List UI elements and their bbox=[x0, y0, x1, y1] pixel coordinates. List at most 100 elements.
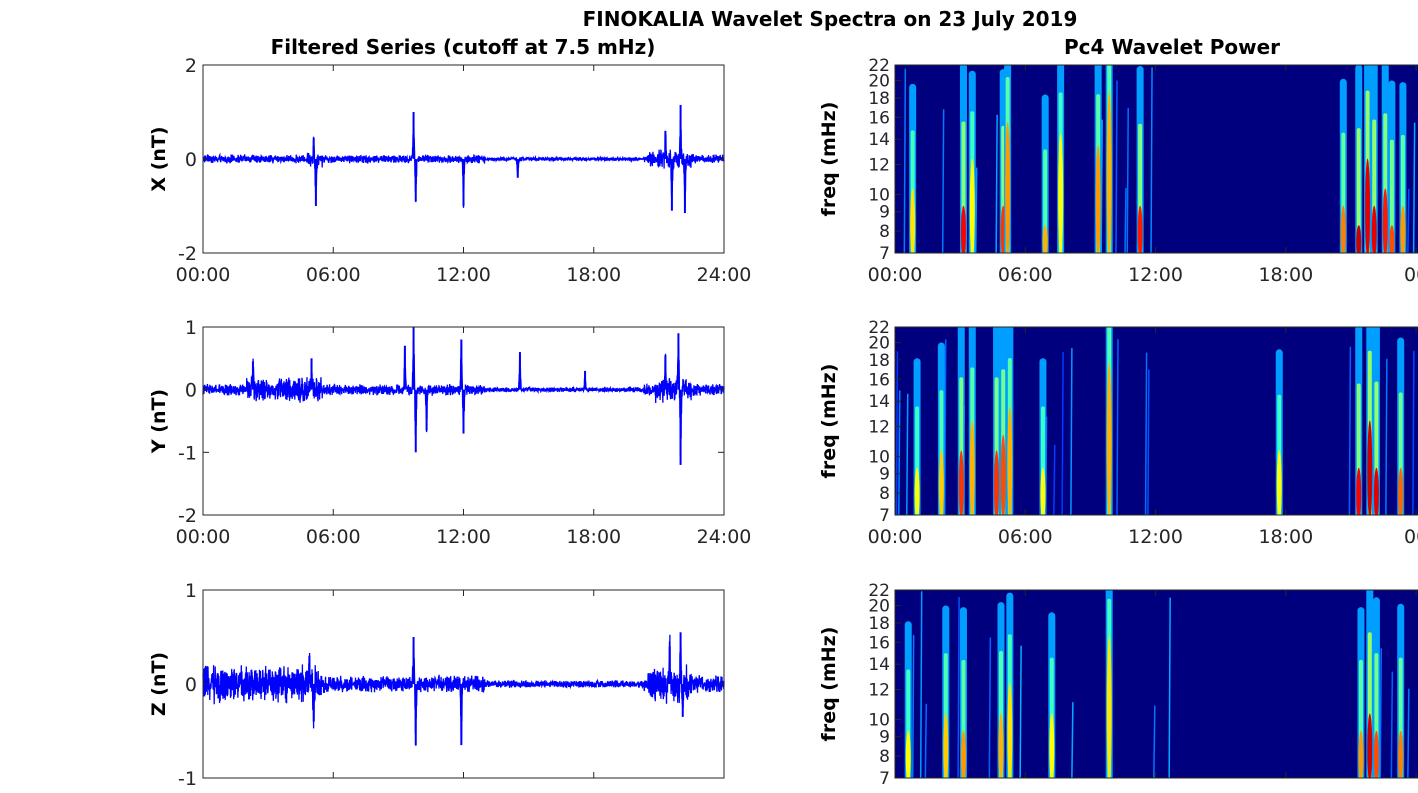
ytick-label: -1 bbox=[178, 768, 197, 788]
ytick-label: 12 bbox=[868, 681, 890, 701]
heatmap-body bbox=[895, 65, 1418, 253]
power-streak bbox=[1053, 444, 1056, 515]
xtick-label: 06:00 bbox=[306, 526, 361, 548]
axes-frame bbox=[894, 64, 1418, 254]
ytick-label: 0 bbox=[185, 380, 197, 402]
ytick-label: 16 bbox=[868, 108, 890, 128]
power-streak bbox=[1412, 350, 1415, 515]
ytick-label: 14 bbox=[868, 130, 890, 150]
burst-core-9 bbox=[1276, 450, 1282, 515]
power-streak bbox=[1116, 339, 1119, 515]
right-column-title: Pc4 Wavelet Power bbox=[1064, 35, 1280, 59]
y-axis-label: Y (nT) bbox=[148, 389, 170, 454]
power-streak bbox=[1150, 67, 1153, 253]
power-streak bbox=[1115, 80, 1118, 253]
power-streak bbox=[1124, 187, 1127, 253]
burst-core-4 bbox=[1005, 121, 1011, 253]
burst-core-6 bbox=[1106, 636, 1112, 778]
burst-core-10 bbox=[1356, 467, 1362, 515]
burst-core-7 bbox=[1040, 467, 1046, 515]
xtick-label: 06:00 bbox=[998, 526, 1053, 548]
heatmap-body bbox=[895, 590, 1418, 778]
burst-core-1 bbox=[960, 205, 966, 253]
burst-core-7 bbox=[1358, 730, 1364, 778]
power-streak bbox=[957, 596, 960, 778]
ytick-label: 7 bbox=[879, 244, 890, 264]
ytick-label: 22 bbox=[868, 56, 890, 76]
power-streak bbox=[1412, 122, 1416, 253]
ytick-label: 20 bbox=[868, 334, 890, 354]
heatmap-body bbox=[895, 327, 1418, 515]
burst-core-13 bbox=[1371, 205, 1377, 253]
ytick-label: 14 bbox=[868, 655, 890, 675]
power-streak bbox=[1390, 671, 1394, 778]
burst-core-2 bbox=[969, 158, 975, 253]
power-streak bbox=[1379, 648, 1382, 778]
y-axis-label: X (nT) bbox=[148, 126, 170, 191]
ytick-label: 18 bbox=[868, 351, 890, 371]
ytick-label: 1 bbox=[185, 580, 197, 602]
xtick-label: 06:00 bbox=[306, 264, 361, 286]
ytick-label: 12 bbox=[868, 418, 890, 438]
burst-core-5 bbox=[1042, 225, 1048, 253]
xtick-label: 18:00 bbox=[566, 264, 621, 286]
axes-frame bbox=[894, 326, 1418, 516]
ytick-label: 9 bbox=[879, 465, 890, 485]
ytick-label: 8 bbox=[879, 747, 890, 767]
xtick-label: 00:00 bbox=[868, 526, 923, 548]
power-streak bbox=[1144, 352, 1148, 515]
power-streak bbox=[1407, 188, 1410, 253]
ytick-label: 0 bbox=[185, 674, 197, 696]
burst-core-0 bbox=[914, 467, 920, 515]
xtick-label: 00:00 bbox=[868, 264, 923, 286]
burst-core-4 bbox=[994, 450, 1000, 515]
burst-core-6 bbox=[1058, 133, 1064, 253]
xtick-label: 12:00 bbox=[436, 526, 491, 548]
power-streak bbox=[1168, 597, 1171, 778]
ytick-label: 16 bbox=[868, 370, 890, 390]
ytick-label: 7 bbox=[879, 769, 890, 788]
ytick-label: -2 bbox=[178, 243, 197, 265]
burst-core-3 bbox=[998, 713, 1004, 778]
heatmap-background bbox=[895, 590, 1418, 778]
burst-core-16 bbox=[1400, 205, 1406, 253]
xtick-label: 12:00 bbox=[436, 264, 491, 286]
power-streak bbox=[1385, 358, 1388, 515]
line-panel-y: -2 -1 0 1 00:00 06:00 12:00 18:00 24:00 Y (nT) bbox=[148, 317, 751, 548]
burst-core-5 bbox=[1049, 713, 1055, 778]
ytick-label: 1 bbox=[185, 317, 197, 339]
power-streak bbox=[898, 390, 901, 515]
ytick-label: 18 bbox=[868, 614, 890, 634]
power-streak bbox=[1019, 645, 1022, 778]
burst-core-4 bbox=[1007, 683, 1013, 778]
burst-core-1 bbox=[943, 713, 949, 778]
burst-core-10 bbox=[1340, 205, 1346, 253]
power-streak bbox=[1070, 347, 1073, 515]
ytick-label: 20 bbox=[868, 72, 890, 92]
burst-core-8 bbox=[1106, 363, 1112, 515]
xtick-label: 18:00 bbox=[1258, 526, 1313, 548]
power-streak bbox=[1407, 688, 1410, 778]
power-streak bbox=[1153, 705, 1156, 778]
y-axis-label: Z (nT) bbox=[148, 652, 170, 716]
burst-core-6 bbox=[1007, 407, 1013, 515]
ytick-label: 16 bbox=[868, 633, 890, 653]
left-column-title: Filtered Series (cutoff at 7.5 mHz) bbox=[271, 35, 656, 59]
burst-core-12 bbox=[1365, 158, 1371, 253]
ytick-label: -2 bbox=[178, 505, 197, 527]
heatmap-background bbox=[895, 327, 1418, 515]
xtick-label: 12:00 bbox=[1128, 526, 1183, 548]
xtick-label: 06:00 bbox=[998, 264, 1053, 286]
power-streak bbox=[906, 393, 909, 515]
ytick-label: 14 bbox=[868, 392, 890, 412]
power-streak bbox=[895, 351, 899, 515]
power-streak bbox=[911, 634, 915, 778]
y-axis-label: freq (mHz) bbox=[818, 627, 840, 742]
burst-core-15 bbox=[1389, 225, 1395, 253]
heatmap-background bbox=[895, 65, 1418, 253]
power-streak bbox=[903, 68, 907, 253]
